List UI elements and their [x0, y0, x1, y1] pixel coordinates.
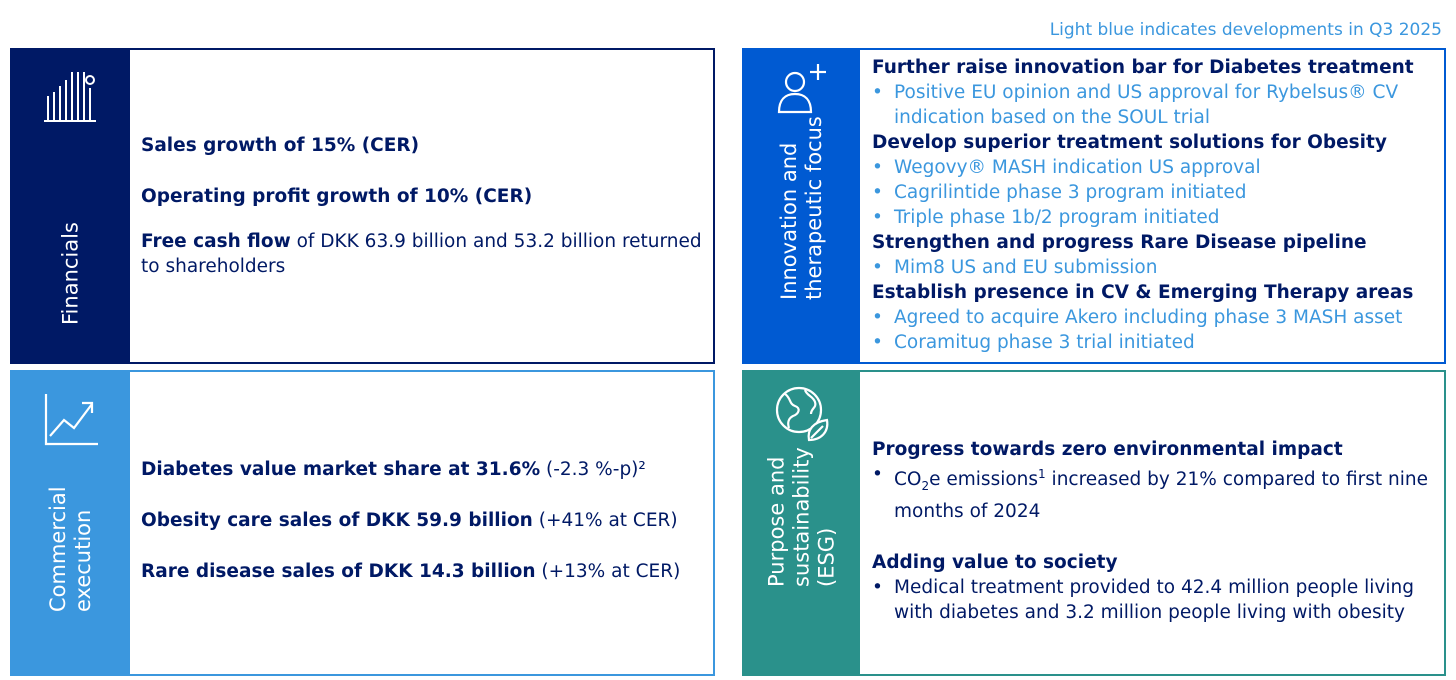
innovation-sidebar: Innovation and therapeutic focus: [744, 50, 860, 362]
purpose-heading-2: Adding value to society: [872, 551, 1118, 573]
financials-line-3: Free cash flow of DKK 63.9 billion and 5…: [141, 231, 702, 252]
innovation-list-2: Wegovy® MASH indication US approval Cagr…: [872, 155, 1434, 230]
purpose-content: Progress towards zero environmental impa…: [860, 372, 1444, 674]
purpose-label: Purpose and sustainability (ESG): [764, 447, 839, 587]
purpose-sidebar: Purpose and sustainability (ESG): [744, 372, 860, 674]
purpose-heading-1: Progress towards zero environmental impa…: [872, 439, 1343, 460]
list-item: Agreed to acquire Akero including phase …: [872, 305, 1434, 330]
innovation-heading-4: Establish presence in CV & Emerging Ther…: [872, 282, 1414, 303]
financials-sidebar: Financials: [12, 50, 130, 362]
financials-label: Financials: [58, 222, 83, 325]
commercial-line-3: Rare disease sales of DKK 14.3 billion (…: [141, 561, 681, 582]
purpose-list-1: CO2e emissions1 increased by 21% compare…: [872, 462, 1434, 524]
commercial-line-1: Diabetes value market share at 31.6% (-2…: [141, 459, 646, 480]
innovation-list-1: Positive EU opinion and US approval for …: [872, 80, 1434, 130]
innovation-heading-2: Develop superior treatment solutions for…: [872, 132, 1387, 153]
commercial-line-2: Obesity care sales of DKK 59.9 billion (…: [141, 510, 678, 531]
list-item: CO2e emissions1 increased by 21% compare…: [872, 462, 1439, 524]
commercial-sidebar: Commercial execution: [12, 372, 130, 674]
globe-leaf-icon: [771, 382, 833, 448]
bar-chart-icon: [42, 66, 100, 132]
innovation-heading-1: Further raise innovation bar for Diabete…: [872, 57, 1414, 78]
legend-note: Light blue indicates developments in Q3 …: [1049, 20, 1442, 40]
financials-content: Sales growth of 15% (CER) Operating prof…: [130, 50, 713, 362]
financials-line-3-cont: to shareholders: [141, 256, 286, 277]
commercial-content: Diabetes value market share at 31.6% (-2…: [130, 372, 713, 674]
financials-line-1: Sales growth of 15% (CER): [141, 135, 420, 156]
innovation-content: Further raise innovation bar for Diabete…: [860, 50, 1444, 362]
purpose-panel: Purpose and sustainability (ESG) Progres…: [742, 370, 1446, 676]
purpose-list-2: Medical treatment provided to 42.4 milli…: [872, 575, 1434, 625]
commercial-label: Commercial execution: [46, 486, 95, 612]
financials-line-2: Operating profit growth of 10% (CER): [141, 186, 533, 207]
list-item: Coramitug phase 3 trial initiated: [872, 330, 1434, 355]
list-item: Cagrilintide phase 3 program initiated: [872, 180, 1434, 205]
innovation-heading-3: Strengthen and progress Rare Disease pip…: [872, 232, 1367, 253]
innovation-list-3: Mim8 US and EU submission: [872, 255, 1434, 280]
commercial-panel: Commercial execution Diabetes value mark…: [10, 370, 715, 676]
innovation-panel: Innovation and therapeutic focus Further…: [742, 48, 1446, 364]
list-item: Wegovy® MASH indication US approval: [872, 155, 1434, 180]
financials-panel: Financials Sales growth of 15% (CER) Ope…: [10, 48, 715, 364]
innovation-list-4: Agreed to acquire Akero including phase …: [872, 305, 1434, 355]
trend-up-icon: [42, 390, 100, 452]
person-add-icon: [771, 58, 833, 124]
list-item: Triple phase 1b/2 program initiated: [872, 205, 1434, 230]
list-item: Medical treatment provided to 42.4 milli…: [872, 575, 1439, 625]
innovation-label: Innovation and therapeutic focus: [777, 116, 826, 300]
list-item: Mim8 US and EU submission: [872, 255, 1434, 280]
list-item: Positive EU opinion and US approval for …: [872, 80, 1404, 130]
